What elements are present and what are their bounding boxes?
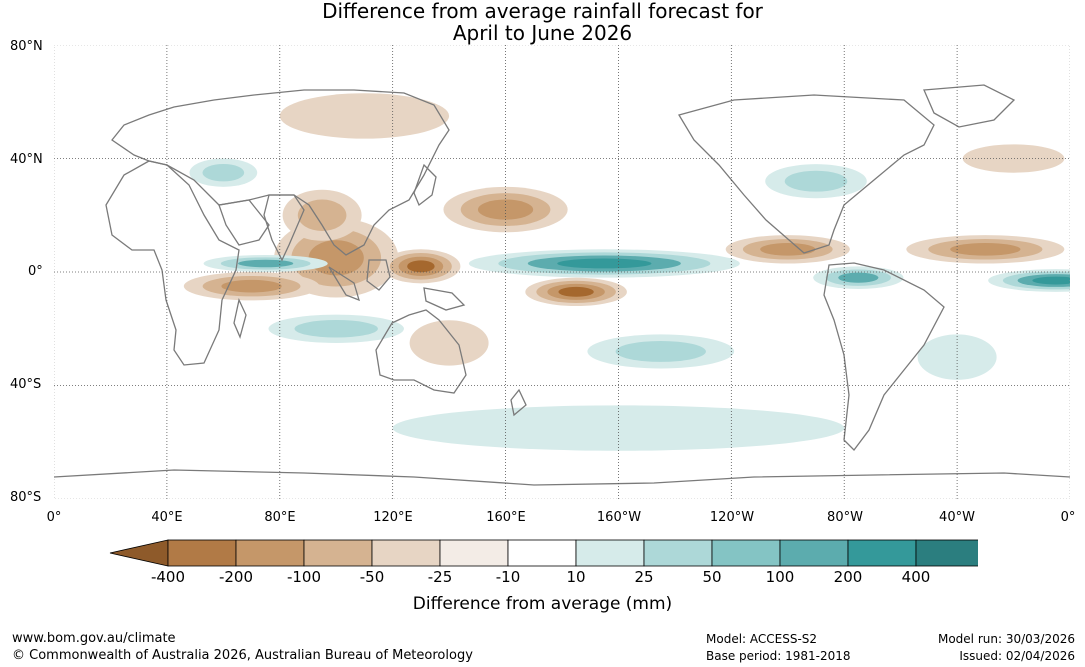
colorbar-tick: -400: [150, 568, 186, 586]
lon-label-80e: 80°E: [264, 510, 296, 525]
anomaly-indian-ocean-dry: [221, 279, 282, 293]
lon-label-120w: 120°W: [709, 510, 755, 525]
colorbar: [109, 539, 978, 567]
anomaly-north-america-wet: [784, 170, 848, 192]
colorbar-cell: [779, 539, 849, 567]
lon-label-120e: 120°E: [373, 510, 413, 525]
anomaly-equatorial-atlantic-wet: [1032, 276, 1070, 285]
lat-label-80s: 80°S: [10, 490, 42, 505]
coast-africa: [105, 160, 240, 366]
lon-label-0-left: 0°: [46, 510, 62, 525]
lat-label-40n: 40°N: [10, 152, 43, 167]
lat-label-equator: 0°: [28, 264, 43, 279]
colorbar-cell: [507, 539, 577, 567]
coast-japan: [413, 163, 437, 207]
coast-north-america: [678, 94, 935, 254]
coast-newguinea: [423, 287, 466, 311]
lon-label-80w: 80°W: [827, 510, 863, 525]
coast-greenland: [923, 84, 1016, 128]
coast-nz: [510, 388, 527, 417]
lon-label-40w: 40°W: [939, 510, 975, 525]
coast-madagascar: [233, 297, 247, 339]
colorbar-cell: [847, 539, 917, 567]
map-title-line1: Difference from average rainfall forecas…: [322, 0, 763, 23]
anomaly-atlantic-dry: [950, 242, 1021, 256]
anomaly-indian-ocean-wet: [238, 259, 294, 268]
colorbar-tick: 400: [901, 568, 931, 586]
map-title-line2: April to June 2026: [452, 21, 633, 45]
lon-label-160e: 160°E: [486, 510, 526, 525]
colorbar-cell: [575, 539, 645, 567]
colorbar-extend-low: [109, 539, 169, 567]
anomaly-southern-ocean-wet: [392, 405, 845, 451]
lat-label-40s: 40°S: [10, 377, 42, 392]
footer-copyright: © Commonwealth of Australia 2026, Austra…: [12, 648, 473, 663]
colorbar-cell: [711, 539, 781, 567]
graticule: [54, 45, 1070, 499]
lon-label-160w: 160°W: [596, 510, 642, 525]
colorbar-cell: [235, 539, 305, 567]
anomaly-nw-pacific-dry: [477, 199, 534, 220]
colorbar-cell: [643, 539, 713, 567]
colorbar-cell: [439, 539, 509, 567]
colorbar-tick: 10: [566, 568, 586, 586]
anomaly-north-atlantic-dry: [962, 144, 1065, 173]
coast-india: [263, 194, 305, 262]
colorbar-cell: [371, 539, 441, 567]
footer-model-run: Model run: 30/03/2026: [937, 632, 1075, 646]
colorbar-tick: -200: [218, 568, 254, 586]
anomaly-east-pacific-dry: [760, 242, 816, 256]
anomaly-se-indian-wet: [294, 320, 378, 338]
colorbar-tick: 200: [833, 568, 863, 586]
colorbar-cell: [915, 539, 978, 567]
colorbar-tick: 100: [765, 568, 795, 586]
anomaly-australia-dry: [409, 320, 489, 366]
lat-label-80n: 80°N: [10, 39, 43, 54]
anomaly-ecuador-wet: [838, 272, 879, 283]
colorbar-tick: -25: [427, 568, 453, 586]
anomaly-equatorial-pacific-wet: [557, 258, 652, 269]
coast-sumatra: [328, 266, 360, 302]
colorbar-cell: [303, 539, 373, 567]
anomaly-png-dry: [407, 260, 435, 273]
rainfall-map: [54, 45, 1070, 499]
coastlines: [54, 84, 1070, 486]
anomaly-central-pacific-dry: [558, 286, 594, 297]
coast-antarctica: [54, 469, 1070, 486]
footer-model: Model: ACCESS-S2: [706, 632, 818, 646]
coast-eurasia: [111, 89, 450, 256]
coast-south-america: [823, 262, 945, 451]
colorbar-tick: -100: [286, 568, 322, 586]
colorbar-tick: 25: [634, 568, 654, 586]
anomaly-siberia-dry: [279, 93, 450, 139]
colorbar-tick: 50: [702, 568, 722, 586]
colorbar-cell: [167, 539, 237, 567]
footer-website: www.bom.gov.au/climate: [12, 631, 176, 646]
footer-base-period: Base period: 1981-2018: [706, 649, 851, 663]
anomaly-south-pacific-wet: [615, 340, 706, 362]
colorbar-label: Difference from average (mm): [412, 594, 673, 614]
colorbar-tick: -10: [495, 568, 521, 586]
anomaly-central-asia-wet: [202, 163, 245, 182]
coast-borneo: [366, 259, 391, 291]
anomaly-maritime-continent-dry: [308, 240, 364, 276]
colorbar-tick: -50: [359, 568, 385, 586]
lon-label-0-right: 0°: [1060, 510, 1076, 525]
lon-label-40e: 40°E: [151, 510, 183, 525]
coast-australia: [375, 309, 467, 394]
anomaly-layer: [183, 93, 1070, 451]
footer-issued: Issued: 02/04/2026: [959, 649, 1075, 663]
